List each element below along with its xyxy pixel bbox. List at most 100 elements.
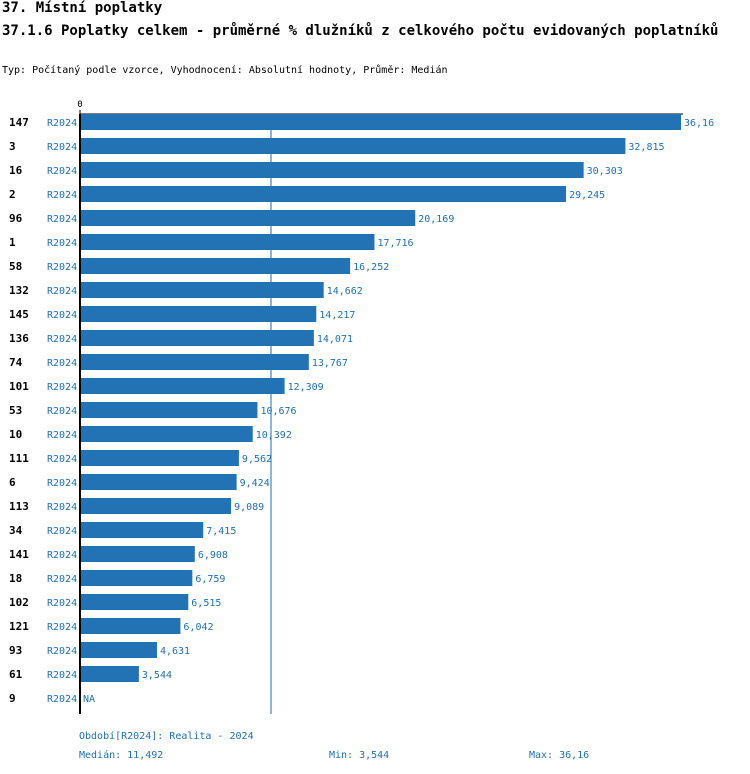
category-label: 3 xyxy=(9,140,16,153)
period-label: R2024 xyxy=(47,358,77,369)
period-label: R2024 xyxy=(47,286,77,297)
value-label: NA xyxy=(83,694,95,705)
period-label: R2024 xyxy=(47,502,77,513)
bar xyxy=(81,306,317,322)
period-label: R2024 xyxy=(47,262,77,273)
value-label: 32,815 xyxy=(628,142,664,153)
period-label: R2024 xyxy=(47,430,77,441)
bar xyxy=(81,282,324,298)
bar xyxy=(81,498,232,514)
period-label: R2024 xyxy=(47,670,77,681)
bar xyxy=(81,378,285,394)
value-label: 14,217 xyxy=(319,310,355,321)
period-label: R2024 xyxy=(47,550,77,561)
period-label: R2024 xyxy=(47,190,77,201)
value-label: 9,562 xyxy=(242,454,272,465)
category-label: 113 xyxy=(9,500,29,513)
category-label: 93 xyxy=(9,644,22,657)
bar xyxy=(81,138,626,154)
value-label: 10,392 xyxy=(256,430,292,441)
bar xyxy=(81,666,139,682)
value-label: 6,759 xyxy=(195,574,225,585)
bar xyxy=(81,474,237,490)
period-label: R2024 xyxy=(47,526,77,537)
value-label: 16,252 xyxy=(353,262,389,273)
value-label: 13,767 xyxy=(312,358,348,369)
period-label: R2024 xyxy=(47,214,77,225)
bar xyxy=(81,114,681,130)
period-label: R2024 xyxy=(47,646,77,657)
section-title: 37. Místní poplatky xyxy=(2,0,163,16)
period-label: R2024 xyxy=(47,622,77,633)
bar xyxy=(81,354,309,370)
bar xyxy=(81,402,258,418)
category-label: 96 xyxy=(9,212,23,225)
value-label: 9,089 xyxy=(234,502,264,513)
bar xyxy=(81,450,239,466)
bar xyxy=(81,522,204,538)
chart-subtitle: Typ: Počítaný podle vzorce, Vyhodnocení:… xyxy=(2,65,448,76)
category-label: 61 xyxy=(9,668,23,681)
period-label: R2024 xyxy=(47,118,77,129)
period-label: R2024 xyxy=(47,382,77,393)
category-label: 111 xyxy=(9,452,29,465)
period-label: R2024 xyxy=(47,478,77,489)
category-label: 132 xyxy=(9,284,29,297)
bar xyxy=(81,618,181,634)
bar xyxy=(81,186,567,202)
bar xyxy=(81,258,351,274)
period-label: R2024 xyxy=(47,166,77,177)
category-label: 10 xyxy=(9,428,22,441)
period-label: R2024 xyxy=(47,334,77,345)
x-axis-zero-label: 0 xyxy=(77,100,82,110)
category-label: 136 xyxy=(9,332,29,345)
category-label: 1 xyxy=(9,236,16,249)
period-label: R2024 xyxy=(47,694,77,705)
bar xyxy=(81,594,189,610)
bar xyxy=(81,570,193,586)
category-label: 141 xyxy=(9,548,29,561)
value-label: 3,544 xyxy=(142,670,172,681)
bar xyxy=(81,234,375,250)
category-label: 16 xyxy=(9,164,23,177)
category-label: 74 xyxy=(9,356,23,369)
category-label: 101 xyxy=(9,380,29,393)
category-label: 2 xyxy=(9,188,16,201)
value-label: 36,16 xyxy=(684,118,714,129)
median-label: Medián: 11,492 xyxy=(79,750,164,761)
category-label: 9 xyxy=(9,692,16,705)
bar xyxy=(81,426,253,442)
period-legend: Období[R2024]: Realita - 2024 xyxy=(79,731,254,742)
bar xyxy=(81,330,314,346)
category-label: 34 xyxy=(9,524,23,537)
category-label: 6 xyxy=(9,476,16,489)
value-label: 6,515 xyxy=(191,598,221,609)
value-label: 6,908 xyxy=(198,550,228,561)
max-label: Max: 36,16 xyxy=(529,750,590,761)
chart-title: 37.1.6 Poplatky celkem - průměrné % dluž… xyxy=(2,23,719,39)
category-label: 121 xyxy=(9,620,29,633)
value-label: 14,662 xyxy=(327,286,363,297)
category-label: 53 xyxy=(9,404,22,417)
bar xyxy=(81,210,416,226)
value-label: 4,631 xyxy=(160,646,190,657)
value-label: 6,042 xyxy=(183,622,213,633)
min-label: Min: 3,544 xyxy=(329,750,390,761)
period-label: R2024 xyxy=(47,406,77,417)
category-label: 145 xyxy=(9,308,29,321)
period-label: R2024 xyxy=(47,598,77,609)
category-label: 102 xyxy=(9,596,29,609)
value-label: 7,415 xyxy=(206,526,236,537)
category-label: 58 xyxy=(9,260,22,273)
period-label: R2024 xyxy=(47,310,77,321)
period-label: R2024 xyxy=(47,142,77,153)
bar xyxy=(81,546,195,562)
value-label: 12,309 xyxy=(288,382,324,393)
bar xyxy=(81,162,584,178)
value-label: 29,245 xyxy=(569,190,605,201)
value-label: 9,424 xyxy=(240,478,270,489)
period-label: R2024 xyxy=(47,454,77,465)
bar xyxy=(81,642,157,658)
category-label: 147 xyxy=(9,116,29,129)
